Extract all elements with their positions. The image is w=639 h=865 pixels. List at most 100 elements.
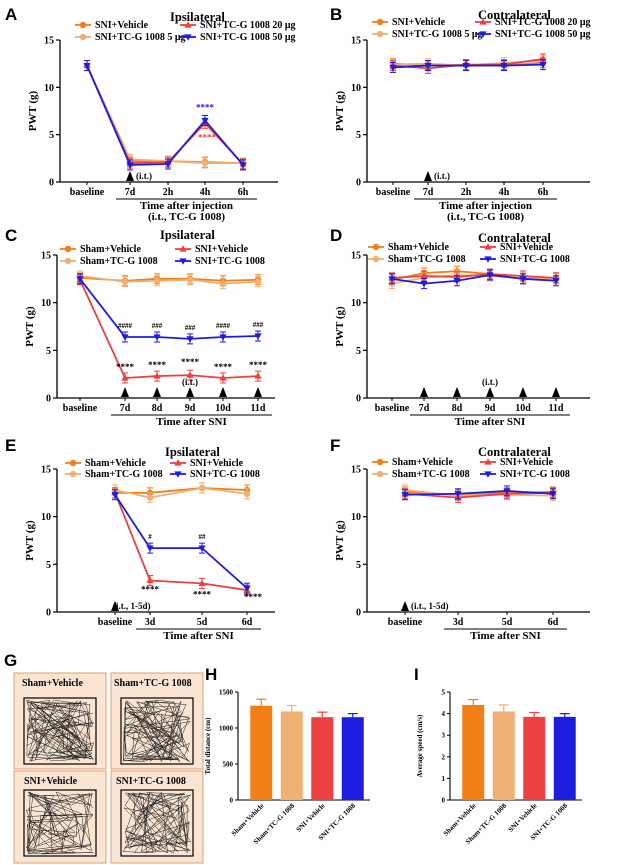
panel-title: Contralateral: [478, 8, 551, 22]
y-tick-label: 10: [41, 298, 51, 309]
x-tick-label: SNI+Vehicle: [507, 802, 539, 834]
y-tick-label: 10: [351, 298, 361, 309]
x-tick-label: 8d: [152, 403, 163, 414]
injection-arrow: [111, 601, 119, 611]
injection-arrow: [254, 387, 262, 397]
x-tick-label: 2h: [461, 187, 472, 198]
x-tick-label: 10d: [515, 403, 531, 414]
series-line: [391, 273, 557, 279]
panel-title: Contralateral: [478, 445, 551, 459]
series-line: [79, 278, 259, 340]
significance-mark: ****: [116, 362, 135, 372]
data-point: [420, 281, 428, 288]
significance-mark: ****: [198, 132, 217, 142]
data-point: [64, 245, 72, 253]
legend-label: Sham+TC-G 1008: [388, 254, 466, 265]
injection-arrow: [401, 601, 409, 611]
injection-arrow: [153, 387, 161, 397]
injection-arrow: [486, 387, 494, 397]
injection-arrow: [453, 387, 461, 397]
data-point: [424, 62, 432, 70]
track-label-sni-tcg: SNI+TC-G 1008: [116, 776, 186, 787]
track-path-sni-tcg: [122, 791, 192, 854]
legend-item: SNI+Vehicle: [372, 17, 446, 28]
data-point: [254, 333, 262, 340]
legend-label: SNI+Vehicle: [500, 457, 554, 468]
significance-mark: ###: [152, 322, 163, 330]
legend-item: Sham+TC-G 1008: [60, 256, 158, 267]
legend-item: Sham+TC-G 1008: [368, 254, 466, 265]
panel-title: Ipsilateral: [170, 10, 225, 24]
y-tick-label: 5: [442, 689, 446, 697]
data-point: [186, 276, 194, 283]
legend-label: SNI+Vehicle: [392, 17, 446, 28]
data-point: [484, 471, 492, 478]
data-point: [254, 372, 262, 379]
x-tick-label: 4h: [499, 187, 510, 198]
x-tick-label: baseline: [375, 403, 410, 414]
y-tick-label: 15: [44, 36, 54, 47]
data-point: [388, 276, 396, 283]
y-tick-label: 10: [44, 83, 54, 94]
series-line: [79, 279, 259, 379]
x-tick-label: 7d: [120, 403, 131, 414]
legend-label: SNI+TC-G 1008 20 μg: [200, 20, 296, 31]
data-point: [453, 278, 461, 285]
panel-title: Ipsilateral: [165, 445, 220, 459]
y-tick-label: 0: [46, 608, 51, 619]
significance-mark: ****: [181, 357, 200, 367]
track-arena: [23, 697, 97, 765]
x-tick-label: baseline: [70, 187, 105, 198]
legend-label: SNI+TC-G 1008: [500, 254, 570, 265]
series-blue: [401, 485, 557, 501]
x-tick-label: 11d: [548, 403, 563, 414]
legend-item: Sham+TC-G 1008: [65, 469, 163, 480]
data-point: [184, 21, 192, 28]
data-point: [219, 280, 227, 287]
data-point: [69, 459, 77, 467]
data-point: [484, 256, 492, 263]
legend-item: Sham+Vehicle: [372, 457, 453, 468]
legend-label: SNI+TC-G 1008: [190, 469, 260, 480]
y-tick-label: 0: [442, 797, 446, 805]
legend-item: SNI+TC-G 1008 50 μg: [180, 32, 296, 43]
y-tick-label: 1: [442, 775, 446, 783]
legend-label: Sham+TC-G 1008: [85, 469, 163, 480]
panel-label: B: [330, 5, 342, 24]
x-axis-label: Time after SNI: [156, 416, 226, 428]
panel-d: D Contralateral 0 5 10 15 PWT (g) baseline 7d 8d 9…: [330, 226, 590, 428]
legend-item: SNI+TC-G 1008: [175, 256, 265, 267]
x-tick-label: 6d: [242, 617, 253, 628]
track-line: [122, 699, 192, 763]
panel-label: A: [5, 5, 17, 24]
legend-label: SNI+TC-G 1008 5 μg: [392, 29, 483, 40]
x-tick-label: 2h: [163, 187, 174, 198]
panel-label: F: [330, 436, 340, 455]
x-tick-label: 5d: [502, 617, 513, 628]
y-tick-label: 2: [442, 753, 446, 761]
y-tick-label: 500: [223, 761, 234, 769]
significance-mark: ####: [216, 322, 231, 330]
panel-e: E Ipsilateral 0 5 10 15 PWT (g) baseline 3d 5d 6d T…: [5, 436, 275, 642]
significance-mark: ****: [148, 360, 167, 370]
data-point: [146, 494, 154, 501]
legend-item: SNI+Vehicle: [480, 457, 554, 468]
y-tick-label: 0: [46, 394, 51, 405]
y-tick-label: 0: [356, 608, 361, 619]
significance-mark: ##: [199, 533, 207, 541]
data-point: [454, 491, 462, 498]
legend-item: SNI+Vehicle: [170, 458, 244, 469]
y-axis-label: Average speed (cm/s): [416, 714, 424, 778]
data-point: [184, 34, 192, 41]
significance-mark: ****: [244, 592, 263, 602]
bar: [492, 711, 515, 800]
data-point: [79, 21, 87, 29]
y-tick-label: 10: [351, 512, 361, 523]
legend-item: SNI+Vehicle: [75, 20, 149, 31]
legend-label: Sham+TC-G 1008: [80, 256, 158, 267]
legend-label: SNI+Vehicle: [95, 20, 149, 31]
series-orange: [111, 482, 251, 499]
track-label-sni-vehicle: SNI+Vehicle: [24, 776, 78, 787]
data-point: [153, 334, 161, 341]
legend-item: Sham+Vehicle: [60, 244, 141, 255]
